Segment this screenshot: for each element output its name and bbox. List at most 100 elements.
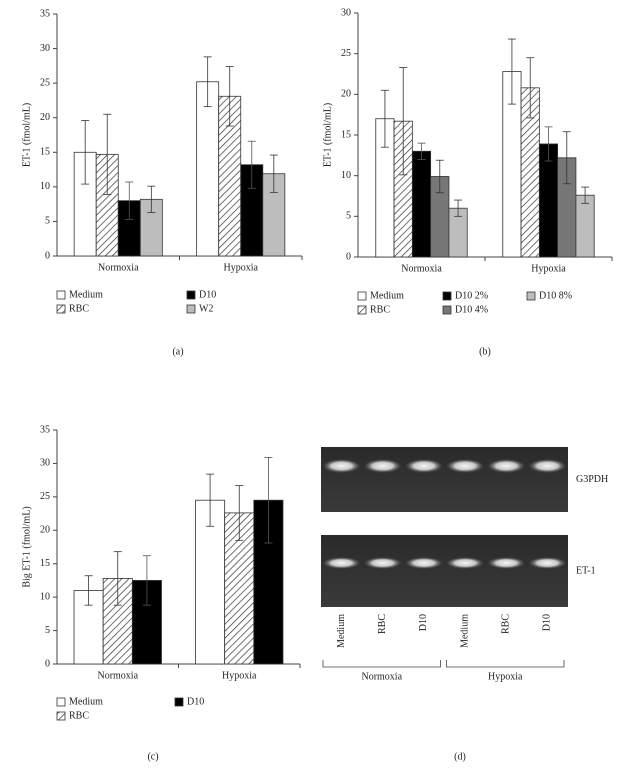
x-tick-label: Normoxia [401, 263, 442, 274]
x-tick-label: Normoxia [97, 670, 138, 681]
gel-band [528, 459, 567, 473]
y-tick-label: 25 [40, 77, 50, 88]
error-bar [562, 131, 571, 185]
gel-band [363, 459, 402, 473]
lane-label: RBC [377, 614, 388, 634]
panel-label: (d) [454, 751, 466, 762]
legend-swatch [526, 291, 536, 301]
gel-band [487, 459, 526, 473]
y-axis-title: ET-1 (fmol/mL) [21, 103, 32, 167]
error-bar [526, 57, 535, 119]
legend-label: RBC [69, 303, 89, 314]
y-axis-title: Big ET-1 (fmol/mL) [21, 506, 32, 587]
lane-label: Medium [459, 614, 470, 648]
legend-swatch [56, 697, 66, 707]
error-bar [269, 154, 278, 193]
error-bar [264, 457, 273, 544]
group-label: Hypoxia [488, 671, 523, 682]
y-tick-label: 15 [40, 558, 50, 569]
y-tick-label: 20 [40, 525, 50, 536]
error-bar [225, 66, 234, 127]
panel-label: (b) [479, 346, 491, 357]
y-tick-label: 30 [40, 458, 50, 469]
gel-band [363, 557, 402, 569]
y-tick-label: 15 [341, 129, 351, 140]
legend-label: Medium [370, 290, 404, 301]
legend-swatch [56, 711, 66, 721]
legend-label: D10 8% [539, 290, 572, 301]
error-bar [247, 140, 256, 189]
legend-label: RBC [370, 304, 390, 315]
y-tick-label: 10 [40, 591, 50, 602]
gel-image [321, 535, 568, 607]
error-bar [84, 575, 93, 606]
x-tick-label: Hypoxia [531, 263, 566, 274]
legend-label: Medium [69, 696, 103, 707]
error-bar [544, 126, 553, 162]
legend-label: D10 [199, 289, 216, 300]
gel-band [528, 557, 567, 569]
error-bar [435, 159, 444, 194]
y-tick-label: 5 [45, 216, 50, 227]
legend-swatch [56, 304, 66, 314]
y-tick-label: 10 [341, 170, 351, 181]
lane-label: D10 [418, 614, 429, 631]
gel-band [446, 557, 485, 569]
group-bracket [322, 660, 441, 668]
y-tick-label: 25 [341, 48, 351, 59]
legend-swatch [442, 291, 452, 301]
y-tick-label: 10 [40, 181, 50, 192]
legend-label: D10 [187, 696, 204, 707]
error-bar [142, 555, 151, 606]
lane-label: D10 [542, 614, 553, 631]
error-bar [125, 181, 134, 220]
group-bracket [446, 660, 565, 668]
gel-band [446, 459, 485, 473]
legend-label: D10 2% [455, 290, 488, 301]
legend-swatch [174, 697, 184, 707]
band-label: ET-1 [576, 565, 596, 576]
y-tick-label: 0 [45, 658, 50, 669]
gel-band [322, 459, 361, 473]
bar [196, 81, 220, 257]
gel-band [404, 557, 443, 569]
group-label: Normoxia [361, 671, 402, 682]
bar [575, 194, 595, 258]
lane-label: Medium [336, 614, 347, 648]
error-bar [581, 186, 590, 204]
gel-band [487, 557, 526, 569]
legend-swatch [357, 305, 367, 315]
legend-swatch [442, 305, 452, 315]
error-bar [113, 551, 122, 606]
bar [411, 150, 432, 258]
y-tick-label: 5 [346, 211, 351, 222]
legend-label: W2 [199, 303, 213, 314]
legend-label: D10 4% [455, 304, 488, 315]
error-bar [417, 142, 426, 160]
band-label: G3PDH [576, 474, 608, 485]
error-bar [81, 120, 90, 185]
error-bar [147, 185, 156, 213]
error-bar [507, 38, 516, 105]
y-tick-label: 0 [45, 250, 50, 261]
y-tick-label: 35 [40, 424, 50, 435]
gel-band [322, 557, 361, 569]
bar [253, 499, 284, 665]
error-bar [103, 113, 112, 195]
y-tick-label: 35 [40, 8, 50, 19]
y-tick-label: 20 [40, 112, 50, 123]
gel-band [404, 459, 443, 473]
y-tick-label: 5 [45, 625, 50, 636]
legend-label: RBC [69, 710, 89, 721]
error-bar [380, 89, 389, 148]
panel-label: (a) [172, 346, 183, 357]
gel-image [321, 447, 568, 512]
legend-label: Medium [69, 289, 103, 300]
panel-label: (c) [147, 751, 158, 762]
legend-swatch [56, 290, 66, 300]
error-bar [206, 473, 215, 527]
y-tick-label: 0 [346, 251, 351, 262]
error-bar [203, 56, 212, 108]
